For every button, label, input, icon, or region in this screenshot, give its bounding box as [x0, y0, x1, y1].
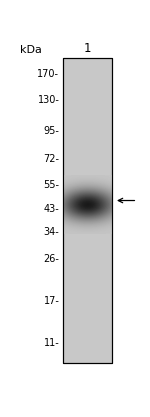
- Text: 1: 1: [84, 42, 91, 55]
- Text: 95-: 95-: [44, 126, 59, 136]
- Text: 72-: 72-: [44, 153, 59, 163]
- Text: 34-: 34-: [44, 227, 59, 237]
- Bar: [63, 58, 112, 363]
- Text: 130-: 130-: [38, 95, 59, 106]
- Text: 26-: 26-: [44, 254, 59, 264]
- Text: 11-: 11-: [44, 338, 59, 348]
- Text: kDa: kDa: [20, 45, 42, 55]
- Bar: [63, 58, 112, 363]
- Text: 43-: 43-: [44, 204, 59, 214]
- Text: 170-: 170-: [38, 69, 59, 79]
- Text: 55-: 55-: [44, 180, 59, 190]
- Text: 17-: 17-: [44, 296, 59, 306]
